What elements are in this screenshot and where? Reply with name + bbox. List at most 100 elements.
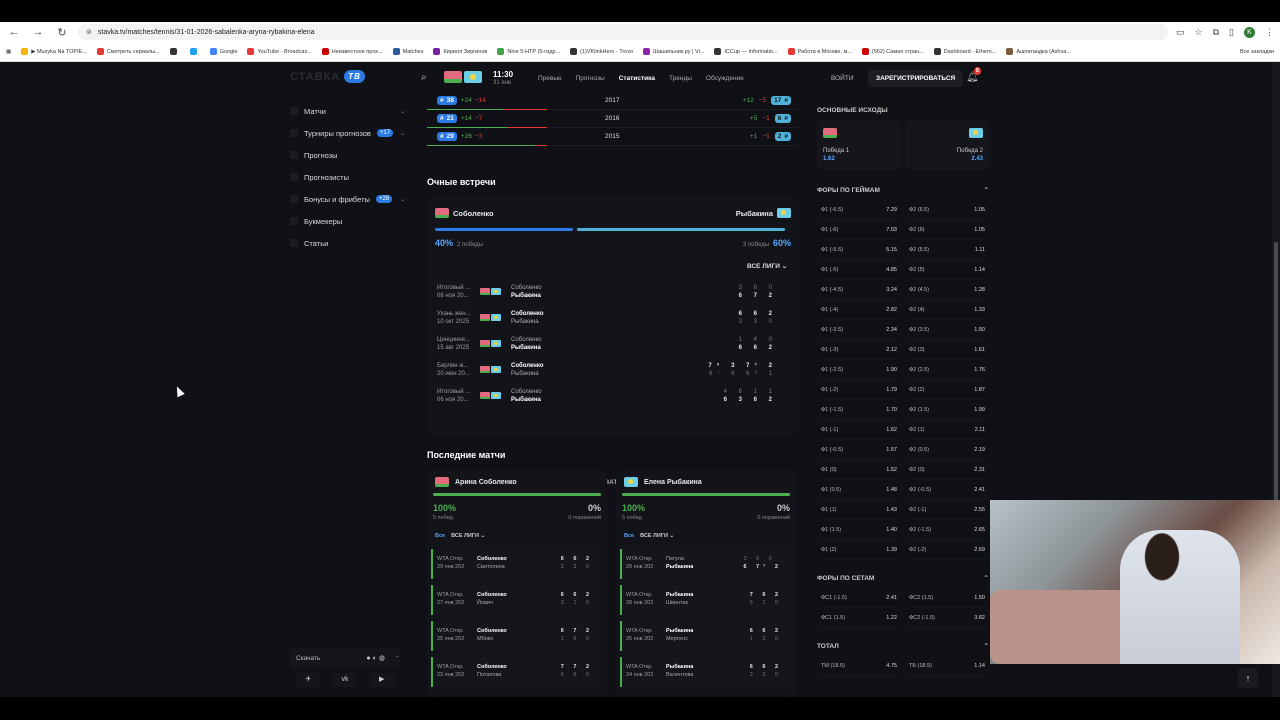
odds-cell[interactable]: Ф2 (2) 1.87 <box>905 380 989 400</box>
odds-section-title[interactable]: ФОРЫ ПО СЕТАМ ⌃ <box>817 574 989 583</box>
sidebar-item-6[interactable]: Статьи <box>290 232 405 254</box>
chevron-up-icon[interactable]: ⌃ <box>394 655 400 662</box>
youtube-icon[interactable]: ▶ <box>369 673 394 687</box>
odds-cell[interactable]: Ф1 (-0.5) 1.57 <box>817 440 901 460</box>
sidebar-item-0[interactable]: Матчи ⌄ <box>290 100 405 122</box>
odds-cell[interactable]: Ф2 (-1) 2.55 <box>905 500 989 520</box>
odds-cell[interactable]: ФС1 (-1.5) 2.41 <box>817 588 901 608</box>
bookmark-item[interactable] <box>169 48 180 55</box>
odds-cell[interactable]: Ф1 (0) 1.52 <box>817 460 901 480</box>
last-match-row[interactable]: WTA Откр. 24 янв 202 Рыбакина Валентова 6 6 … <box>620 657 790 687</box>
odds-cell[interactable]: Ф2 (4.5) 1.28 <box>905 280 989 300</box>
odds-cell[interactable]: Ф1 (-1.5) 1.70 <box>817 400 901 420</box>
last-match-row[interactable]: WTA Откр. 29 янв 202 Соболенко Свитолина 6 6… <box>431 549 601 579</box>
install-icon[interactable]: ▭ <box>1176 26 1185 37</box>
h2h-match-row[interactable]: Цинциння... 15 авг 2025 Соболенко Рыбакина 1… <box>437 334 787 358</box>
extensions-icon[interactable]: ⧉ <box>1212 26 1220 37</box>
sidebar-item-2[interactable]: Прогнозы <box>290 144 405 166</box>
logo[interactable]: СТАВКА ТВ <box>290 70 365 83</box>
player-header[interactable]: Елена Рыбакина <box>624 477 702 487</box>
odds-cell[interactable]: Ф2 (-1.5) 2.65 <box>905 520 989 540</box>
h2h-match-row[interactable]: Итоговый ... 08 ноя 20... Соболенко Рыбакин… <box>437 282 787 306</box>
chevron-up-icon[interactable]: ⌃ <box>983 575 989 582</box>
reload-icon[interactable]: ↻ <box>57 26 67 39</box>
odds-cell[interactable]: ТБ (18.5) 1.14 <box>905 656 989 676</box>
chevron-up-icon[interactable]: ⌃ <box>983 187 989 194</box>
odds-cell[interactable]: Ф2 (5.5) 1.11 <box>905 240 989 260</box>
bell-icon[interactable]: 🔔︎ 8 <box>966 67 981 83</box>
odds-cell[interactable]: Ф2 (4) 1.33 <box>905 300 989 320</box>
vk-icon[interactable]: vk <box>332 673 357 687</box>
odds-cell[interactable]: ФС2 (-1.5) 3.82 <box>905 608 989 628</box>
scrollbar-thumb[interactable] <box>1274 242 1278 502</box>
odds-cell[interactable]: Ф2 (1) 2.11 <box>905 420 989 440</box>
odds-cell[interactable]: Ф2 (0.5) 2.19 <box>905 440 989 460</box>
bookmark-item[interactable]: Matches <box>392 48 423 55</box>
sidebar-icon[interactable]: ▯ <box>1229 26 1234 37</box>
tab-2[interactable]: Статистика <box>618 75 656 82</box>
h2h-player2[interactable]: Рыбакина <box>735 208 773 218</box>
odds-cell[interactable]: Ф1 (1.5) 1.40 <box>817 520 901 540</box>
bookmark-item[interactable]: Google <box>209 48 237 55</box>
star-icon[interactable]: ☆ <box>1194 26 1203 37</box>
site-info-icon[interactable]: ⊜ <box>86 29 92 36</box>
download-app[interactable]: Скачать ●◐◍ ⌃ <box>290 648 400 668</box>
scroll-top-button[interactable]: ↑ <box>1238 668 1258 688</box>
bookmark-item[interactable] <box>189 48 200 55</box>
odds-cell[interactable]: Ф1 (2) 1.39 <box>817 540 901 560</box>
sidebar-item-1[interactable]: Турниры прогнозов +17 ⌄ <box>290 122 405 144</box>
all-bookmarks[interactable]: Все закладки <box>1239 48 1274 55</box>
odds-cell[interactable]: Ф1 (-2.5) 1.90 <box>817 360 901 380</box>
odds-cell[interactable]: Ф1 (-2) 1.79 <box>817 380 901 400</box>
odds-cell[interactable]: Ф2 (0) 2.31 <box>905 460 989 480</box>
scrollbar[interactable] <box>1272 62 1280 697</box>
profile-avatar[interactable]: K <box>1244 26 1255 38</box>
bookmark-item[interactable]: (562) Самая стран... <box>861 48 924 55</box>
bookmark-item[interactable]: Ашпатандка (Ashva... <box>1006 48 1071 55</box>
tab-0[interactable]: Превью <box>538 75 562 82</box>
outcome-win2[interactable]: Победа 2 2.43 <box>905 120 989 170</box>
bookmark-item[interactable]: ▶ Muzyka Na TOPIE... <box>21 48 87 55</box>
bookmark-item[interactable]: Кирилл Зиргинов <box>433 48 487 55</box>
bookmark-item[interactable]: Смотреть сериалы... <box>96 48 160 55</box>
odds-cell[interactable]: Ф1 (-3) 2.12 <box>817 340 901 360</box>
odds-cell[interactable]: Ф1 (-4) 2.82 <box>817 300 901 320</box>
odds-cell[interactable]: Ф2 (3) 1.61 <box>905 340 989 360</box>
bookmark-item[interactable]: YouTube - Broadcas... <box>247 48 312 55</box>
odds-cell[interactable]: Ф2 (6.5) 1.05 <box>905 200 989 220</box>
last-match-row[interactable]: WTA Откр. 23 янв 202 Соболенко Потапова 7 7 … <box>431 657 601 687</box>
odds-cell[interactable]: Ф1 (-5) 4.85 <box>817 260 901 280</box>
h2h-match-row[interactable]: Итоговый ... 06 ноя 20... Соболенко Рыбакин… <box>437 386 787 410</box>
sidebar-item-3[interactable]: Прогнозисты <box>290 166 405 188</box>
forward-icon[interactable]: → <box>32 26 44 38</box>
bookmark-item[interactable]: Nine 5-HTP (5-гидр... <box>497 48 560 55</box>
show-more-button[interactable]: ПОКАЗАТЬ ЕЩЁ <box>586 479 640 486</box>
bookmark-item[interactable]: (1)VKlinkHero - Trovo <box>570 48 633 55</box>
bookmark-item[interactable]: Неизвестное прох... <box>321 48 383 55</box>
bookmark-item[interactable]: Dashboard - Ethern... <box>933 48 996 55</box>
player-header[interactable]: Арина Соболенко <box>435 477 517 487</box>
odds-cell[interactable]: Ф2 (6) 1.05 <box>905 220 989 240</box>
os-icons[interactable]: ●◐◍ <box>366 655 387 662</box>
odds-cell[interactable]: Ф1 (-3.5) 2.34 <box>817 320 901 340</box>
league-filter[interactable]: Все ВСЕ ЛИГИ ⌄ <box>435 533 486 539</box>
odds-cell[interactable]: Ф2 (2.5) 1.76 <box>905 360 989 380</box>
odds-cell[interactable]: Ф2 (-2) 2.69 <box>905 540 989 560</box>
sidebar-item-4[interactable]: Бонусы и фрибеты +28 ⌄ <box>290 188 405 210</box>
tab-3[interactable]: Тренды <box>669 75 692 82</box>
bookmark-item[interactable]: ICCup — Informatio... <box>714 48 778 55</box>
league-filter[interactable]: ВСЕ ЛИГИ ⌄ <box>747 263 788 270</box>
odds-section-title[interactable]: ФОРЫ ПО ГЕЙМАМ ⌃ <box>817 186 989 195</box>
login-button[interactable]: ВОЙТИ <box>831 75 854 82</box>
chevron-up-icon[interactable]: ⌃ <box>983 643 989 650</box>
odds-cell[interactable]: Ф1 (-4.5) 3.24 <box>817 280 901 300</box>
telegram-icon[interactable]: ✈ <box>296 673 321 687</box>
tab-4[interactable]: Обсуждение <box>705 75 744 82</box>
odds-cell[interactable]: Ф1 (-6.5) 7.29 <box>817 200 901 220</box>
menu-icon[interactable]: ⋮ <box>1265 26 1274 37</box>
league-filter[interactable]: Все ВСЕ ЛИГИ ⌄ <box>624 533 675 539</box>
odds-cell[interactable]: ТМ (18.5) 4.75 <box>817 656 901 676</box>
